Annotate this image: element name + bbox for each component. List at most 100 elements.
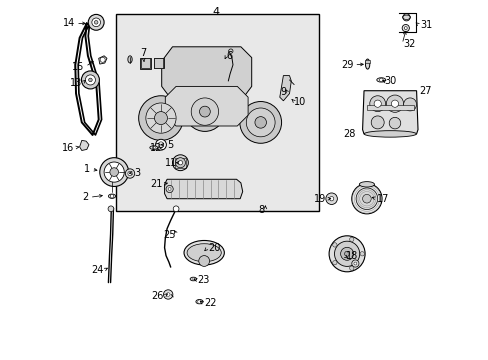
Polygon shape	[99, 56, 107, 64]
Circle shape	[81, 71, 99, 89]
Circle shape	[155, 139, 166, 150]
Circle shape	[108, 206, 114, 212]
Ellipse shape	[376, 78, 385, 82]
Text: 22: 22	[204, 298, 216, 308]
Text: 11: 11	[164, 158, 177, 168]
Text: 6: 6	[226, 51, 232, 61]
Bar	[366, 105, 413, 110]
Ellipse shape	[190, 277, 196, 281]
Circle shape	[353, 262, 356, 265]
Ellipse shape	[183, 240, 224, 265]
Text: 13: 13	[69, 78, 81, 88]
Text: 14: 14	[63, 18, 75, 28]
Text: 21: 21	[150, 179, 162, 189]
Circle shape	[334, 241, 359, 266]
Circle shape	[404, 27, 407, 30]
Circle shape	[254, 117, 266, 128]
Circle shape	[401, 24, 408, 32]
Polygon shape	[80, 140, 89, 150]
Text: 9: 9	[280, 87, 286, 97]
Circle shape	[100, 158, 128, 186]
Ellipse shape	[196, 300, 203, 304]
Circle shape	[125, 169, 134, 178]
Text: 19: 19	[313, 194, 325, 204]
Circle shape	[355, 188, 377, 210]
Text: 2: 2	[82, 192, 89, 202]
Ellipse shape	[127, 56, 132, 63]
Bar	[115, 14, 318, 211]
Text: 27: 27	[418, 86, 431, 96]
Circle shape	[239, 102, 281, 143]
Circle shape	[166, 293, 170, 296]
Circle shape	[228, 49, 232, 53]
Circle shape	[88, 14, 104, 30]
Ellipse shape	[365, 59, 369, 69]
Circle shape	[197, 300, 201, 303]
Text: 28: 28	[343, 129, 355, 139]
Circle shape	[100, 57, 105, 62]
Bar	[174, 158, 186, 168]
Circle shape	[328, 236, 365, 272]
Circle shape	[386, 95, 403, 112]
Circle shape	[110, 168, 118, 176]
Circle shape	[390, 100, 398, 107]
Text: 20: 20	[207, 243, 220, 253]
Circle shape	[94, 21, 98, 24]
Circle shape	[373, 100, 381, 107]
Polygon shape	[165, 86, 247, 126]
Circle shape	[166, 185, 173, 193]
Circle shape	[88, 78, 92, 82]
Text: 3: 3	[134, 168, 141, 178]
Text: 7: 7	[140, 48, 146, 58]
Text: 30: 30	[384, 76, 396, 86]
Ellipse shape	[364, 131, 416, 137]
Polygon shape	[162, 47, 251, 108]
Circle shape	[332, 261, 336, 265]
Circle shape	[388, 117, 400, 129]
Circle shape	[175, 158, 185, 168]
Circle shape	[351, 184, 381, 214]
Circle shape	[163, 290, 172, 299]
Text: 16: 16	[62, 143, 75, 153]
Circle shape	[185, 92, 224, 131]
Circle shape	[246, 108, 275, 137]
Circle shape	[332, 243, 336, 247]
Circle shape	[403, 98, 416, 111]
Circle shape	[369, 96, 385, 112]
Bar	[154, 58, 163, 68]
Circle shape	[173, 206, 179, 212]
Circle shape	[349, 266, 353, 270]
Text: 1: 1	[84, 164, 90, 174]
Circle shape	[191, 98, 218, 125]
Circle shape	[344, 251, 349, 256]
Circle shape	[172, 155, 188, 171]
Text: 5: 5	[167, 140, 173, 150]
Circle shape	[325, 193, 337, 204]
Circle shape	[154, 112, 167, 125]
Bar	[153, 58, 163, 68]
Circle shape	[379, 78, 382, 82]
Circle shape	[168, 188, 171, 190]
Circle shape	[85, 75, 95, 85]
Text: 12: 12	[150, 143, 162, 153]
Bar	[141, 58, 150, 68]
Polygon shape	[362, 91, 417, 134]
Text: 29: 29	[340, 60, 352, 70]
Ellipse shape	[149, 146, 158, 149]
Circle shape	[178, 161, 182, 165]
Circle shape	[402, 14, 409, 21]
Text: 17: 17	[376, 194, 388, 204]
Circle shape	[199, 256, 209, 266]
Text: 25: 25	[163, 230, 176, 240]
Text: 8: 8	[258, 204, 264, 215]
Bar	[140, 58, 151, 69]
Circle shape	[370, 116, 384, 129]
Circle shape	[349, 237, 353, 242]
Polygon shape	[279, 76, 291, 101]
Circle shape	[329, 197, 333, 201]
Ellipse shape	[359, 181, 374, 187]
Circle shape	[152, 146, 155, 149]
Circle shape	[104, 162, 124, 182]
Text: 18: 18	[346, 251, 358, 261]
Ellipse shape	[108, 194, 115, 198]
